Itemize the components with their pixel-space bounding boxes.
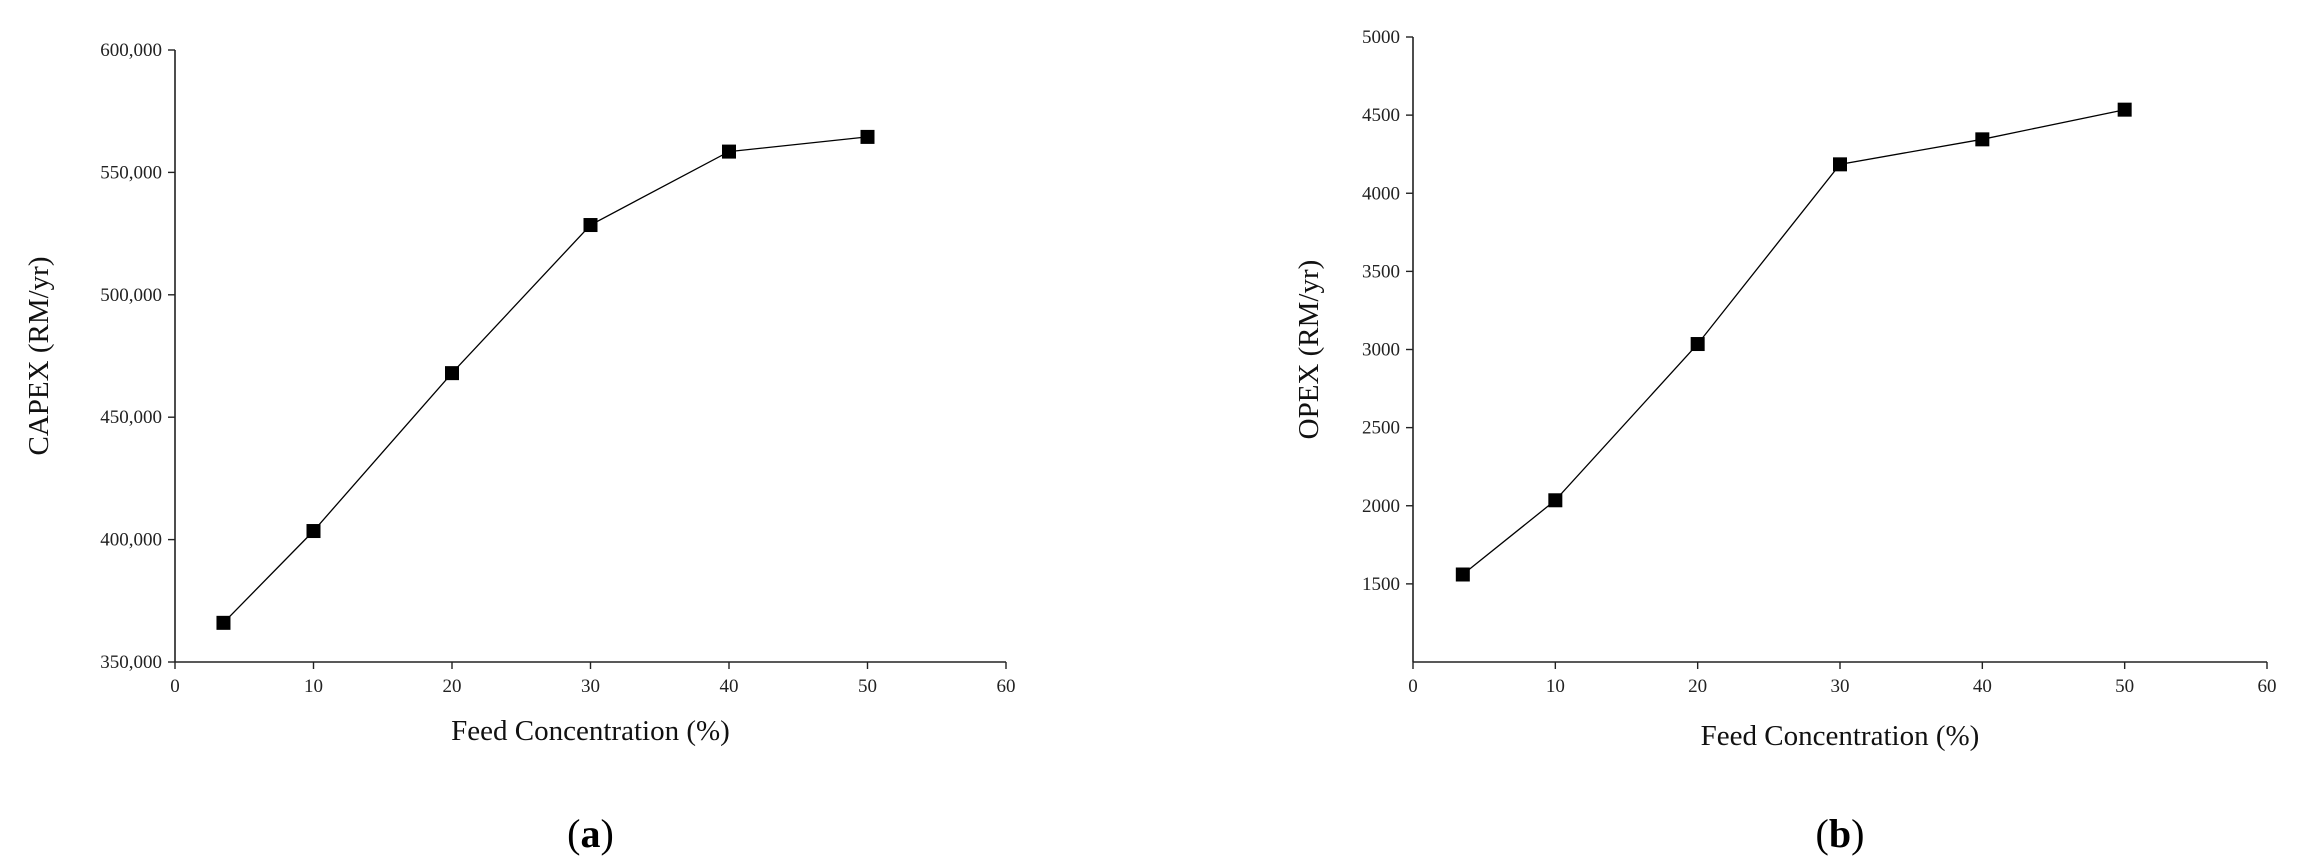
- chart-panel-a: 0 10 20 30 40 50 60 350,000 400,000 450,000 500,00…: [23, 40, 1016, 856]
- x-tick-label: 30: [1831, 676, 1850, 697]
- y-tick-label: 2000: [1362, 496, 1400, 517]
- y-tick-label: 5000: [1362, 27, 1400, 48]
- panel-label-open-paren: (: [1816, 811, 1829, 856]
- x-tick-label: 50: [2115, 676, 2134, 697]
- x-axis-title: Feed Concentration (%): [1701, 720, 1980, 752]
- y-tick-label: 500,000: [100, 285, 162, 306]
- x-axis-title: Feed Concentration (%): [451, 715, 730, 747]
- y-axis-title: CAPEX (RM/yr): [23, 257, 55, 456]
- data-point: [2117, 102, 2132, 117]
- x-tick-label: 50: [858, 676, 877, 697]
- series-line: [1462, 109, 2125, 576]
- y-tick-label: 4000: [1362, 183, 1400, 204]
- x-tick-label: 0: [170, 676, 180, 697]
- chart-panel-b: 0 10 20 30 40 50 60 1500 2000 2500 3000 3500 4000 450…: [1293, 27, 2277, 856]
- y-tick-label: 400,000: [100, 530, 162, 551]
- x-tick-label: 60: [997, 676, 1016, 697]
- data-point: [1455, 567, 1470, 582]
- data-point: [306, 524, 321, 539]
- x-tick-label: 20: [1688, 676, 1707, 697]
- y-axis-title: OPEX (RM/yr): [1293, 260, 1325, 440]
- panel-label-close-paren: ): [1851, 811, 1864, 856]
- data-point: [722, 144, 736, 159]
- x-tick-label: 30: [581, 676, 600, 697]
- y-tick-label: 600,000: [100, 40, 162, 61]
- x-tick-label: 40: [720, 676, 739, 697]
- data-point: [1690, 337, 1705, 352]
- data-point: [1833, 157, 1847, 172]
- series-line: [223, 136, 868, 624]
- data-point: [583, 218, 598, 233]
- y-tick-label: 4500: [1362, 105, 1400, 126]
- y-tick-label: 3000: [1362, 340, 1400, 361]
- y-tick-label: 450,000: [100, 407, 162, 428]
- x-tick-label: 10: [1546, 676, 1565, 697]
- x-tick-label: 40: [1973, 676, 1992, 697]
- y-tick-label: 350,000: [100, 652, 162, 673]
- data-point: [445, 366, 459, 381]
- data-point: [1548, 493, 1563, 508]
- y-tick-label: 1500: [1362, 574, 1400, 595]
- x-tick-label: 10: [304, 676, 323, 697]
- panel-label: (a): [567, 811, 614, 856]
- data-point: [216, 615, 231, 630]
- data-point: [1975, 132, 1990, 147]
- x-tick-label: 0: [1408, 676, 1418, 697]
- panel-label: (b): [1816, 811, 1865, 856]
- panel-label-close-paren: ): [601, 811, 614, 856]
- y-tick-label: 2500: [1362, 418, 1400, 439]
- y-tick-label: 3500: [1362, 261, 1400, 282]
- x-tick-label: 60: [2258, 676, 2277, 697]
- y-tick-label: 550,000: [100, 162, 162, 183]
- panel-label-letter: b: [1829, 811, 1851, 856]
- panel-label-open-paren: (: [567, 811, 580, 856]
- data-point: [860, 129, 875, 144]
- x-tick-label: 20: [443, 676, 462, 697]
- panel-label-letter: a: [581, 811, 601, 856]
